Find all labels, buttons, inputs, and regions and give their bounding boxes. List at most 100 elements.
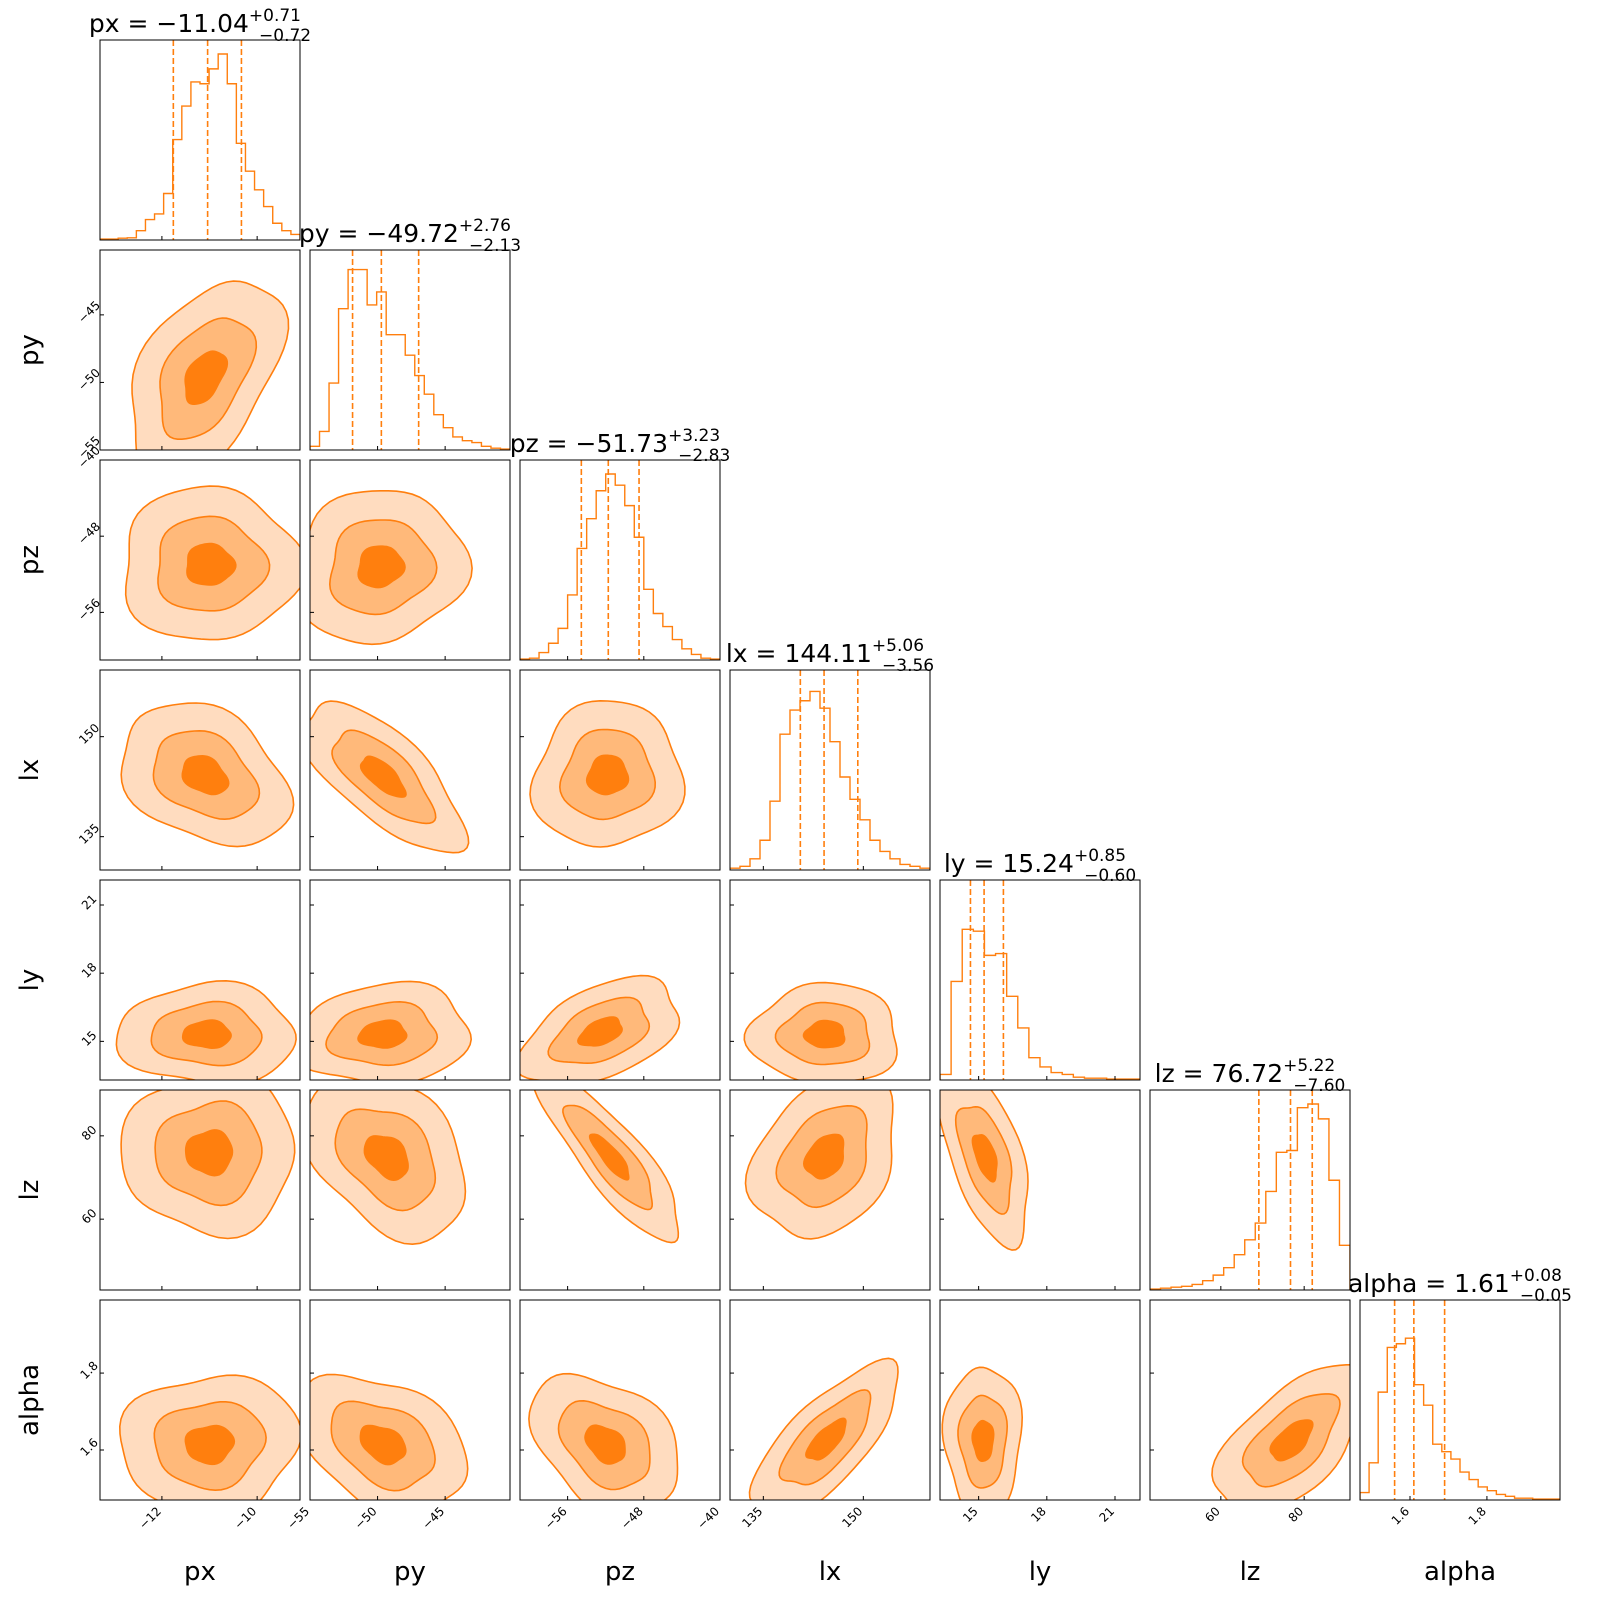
- x-axis-label-px: px: [184, 1557, 216, 1587]
- panel-py-ly: [310, 980, 473, 1080]
- x-axis-label-lx: lx: [819, 1557, 842, 1587]
- panel-frame: [99, 1089, 301, 1291]
- x-tick-label-alpha: 1.8: [1466, 1504, 1489, 1527]
- panel-frame: [939, 1299, 1141, 1501]
- panel-frame: [309, 249, 511, 451]
- y-tick-label-ly: 18: [79, 960, 100, 981]
- title-alpha: alpha = 1.61+0.08 −0.05: [1348, 1266, 1572, 1306]
- panel-lz-alpha: [1211, 1363, 1350, 1500]
- panel-pz-lx: [529, 699, 686, 848]
- panel-py-lx: [310, 700, 470, 854]
- panel-frame: [729, 1089, 931, 1291]
- x-tick-label-pz: −48: [618, 1504, 646, 1532]
- contour-inner: [359, 1424, 407, 1466]
- x-tick-label-pz: −40: [694, 1504, 722, 1532]
- title-main: pz = −51.73: [510, 429, 668, 458]
- panel-frame: [729, 669, 931, 871]
- title-py: py = −49.72+2.76 −2.13: [299, 216, 521, 256]
- title-minus: −0.60: [1084, 866, 1136, 886]
- title-minus: −2.13: [469, 236, 521, 256]
- contour-inner: [357, 1019, 408, 1049]
- x-axis-label-alpha: alpha: [1424, 1557, 1496, 1587]
- histogram-alpha: [1360, 1337, 1560, 1500]
- panel-frame: [729, 879, 931, 1081]
- panel-px-alpha: [118, 1374, 300, 1500]
- x-tick-label-py: −55: [284, 1504, 312, 1532]
- panel-pz-pz: [520, 460, 720, 660]
- panel-lx-ly: [743, 981, 898, 1080]
- histogram-pz: [520, 473, 720, 660]
- panel-lx-lx: [730, 670, 930, 870]
- panel-frame: [309, 1089, 511, 1291]
- title-minus: −7.60: [1293, 1076, 1345, 1096]
- panel-ly-lz: [940, 1090, 1029, 1251]
- x-tick-label-lz: 60: [1202, 1504, 1223, 1525]
- panel-frame: [309, 879, 511, 1081]
- y-tick-label-alpha: 1.6: [77, 1435, 100, 1458]
- histogram-lx: [730, 690, 930, 870]
- x-axis-label-ly: ly: [1029, 1557, 1052, 1587]
- x-tick-label-lx: 150: [839, 1504, 865, 1530]
- title-main: alpha = 1.61: [1348, 1269, 1510, 1298]
- panel-px-lx: [120, 702, 295, 848]
- y-tick-label-lz: 80: [79, 1123, 100, 1144]
- x-axis-label-lz: lz: [1240, 1557, 1261, 1587]
- panel-frame: [939, 1089, 1141, 1291]
- y-axis-label-py: py: [15, 334, 45, 366]
- contour-inner: [585, 754, 630, 796]
- contour-inner: [181, 754, 230, 796]
- panel-frame: [939, 879, 1141, 1081]
- title-px: px = −11.04+0.71 −0.72: [89, 6, 311, 46]
- x-tick-label-py: −45: [419, 1504, 447, 1532]
- contour-inner: [357, 545, 406, 589]
- panel-px-py: [131, 280, 290, 450]
- title-plus: +0.85: [1074, 846, 1126, 866]
- title-plus: +0.71: [249, 6, 301, 26]
- x-axis-label-py: py: [394, 1557, 426, 1587]
- panel-pz-lz: [533, 1090, 680, 1244]
- panel-frame: [1149, 1299, 1351, 1501]
- title-plus: +3.23: [668, 426, 720, 446]
- panel-pz-alpha: [528, 1372, 679, 1500]
- x-tick-label-ly: 15: [960, 1504, 981, 1525]
- contour-inner: [971, 1133, 998, 1183]
- y-axis-label-pz: pz: [15, 545, 45, 575]
- title-plus: +5.06: [872, 636, 924, 656]
- x-tick-label-pz: −56: [542, 1504, 570, 1532]
- panel-frame: [1359, 1299, 1561, 1501]
- y-axis-label-alpha: alpha: [15, 1364, 45, 1436]
- y-tick-label-py: −50: [75, 366, 103, 394]
- panel-px-pz: [124, 485, 300, 641]
- contour-inner: [184, 1129, 234, 1177]
- title-main: lz = 76.72: [1155, 1059, 1283, 1088]
- y-axis-label-ly: ly: [15, 969, 45, 992]
- x-tick-label-px: −10: [231, 1504, 259, 1532]
- x-tick-label-px: −12: [136, 1504, 164, 1532]
- title-main: ly = 15.24: [944, 849, 1074, 878]
- title-lz: lz = 76.72+5.22 −7.60: [1155, 1056, 1346, 1096]
- title-main: py = −49.72: [299, 219, 459, 248]
- panel-frame: [99, 879, 301, 1081]
- y-tick-label-py: −45: [75, 298, 103, 326]
- panel-px-px: [100, 40, 300, 240]
- panel-frame: [309, 669, 511, 871]
- title-plus: +0.08: [1510, 1266, 1562, 1286]
- x-tick-label-alpha: 1.6: [1389, 1504, 1412, 1527]
- title-plus: +2.76: [459, 216, 511, 236]
- panel-frame: [519, 1299, 721, 1501]
- y-axis-label-lz: lz: [15, 1180, 45, 1201]
- panel-alpha-alpha: [1360, 1300, 1560, 1500]
- panel-frame: [99, 1299, 301, 1501]
- title-pz: pz = −51.73+3.23 −2.83: [510, 426, 731, 466]
- title-minus: −0.72: [259, 26, 311, 46]
- title-minus: −0.05: [1520, 1286, 1572, 1306]
- panel-frame: [309, 459, 511, 661]
- y-tick-label-lx: 135: [76, 821, 102, 847]
- contour-inner: [971, 1419, 995, 1463]
- y-tick-label-alpha: 1.8: [77, 1359, 100, 1382]
- title-ly: ly = 15.24+0.85 −0.60: [944, 846, 1136, 886]
- contour-inner: [1269, 1419, 1314, 1462]
- y-tick-label-lx: 150: [76, 721, 102, 747]
- panel-frame: [99, 249, 301, 451]
- panel-px-lz: [120, 1090, 296, 1240]
